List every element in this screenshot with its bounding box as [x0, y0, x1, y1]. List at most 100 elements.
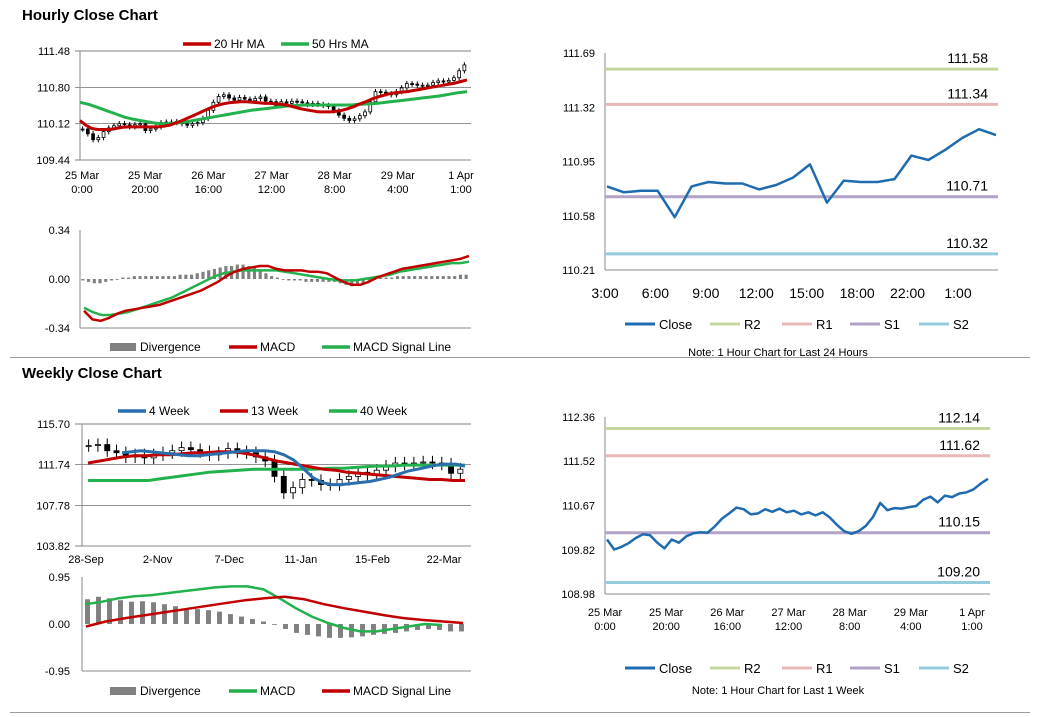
weekly-price-legend-label: 40 Week [360, 404, 408, 418]
hourly-price-legend-label: 20 Hr MA [214, 37, 265, 51]
weekly-price-x-tick-label: 22-Mar [427, 554, 462, 566]
weekly-close-1w-x-tick-label: 20:00 [652, 621, 680, 633]
weekly-close-1w-x-tick-label: 25 Mar [588, 607, 623, 619]
weekly-macd-divergence-bar [459, 624, 464, 632]
hourly-macd-divergence-bar [327, 279, 331, 282]
weekly-close-1w-y-tick-label: 112.36 [562, 412, 595, 424]
weekly-price-candle-body [104, 444, 111, 452]
hourly-macd-divergence-bar [395, 276, 400, 279]
hourly-close-24h-x-tick-label: 12:00 [739, 285, 774, 301]
weekly-macd-divergence-bar [173, 606, 178, 624]
hourly-price-candle-body [195, 122, 200, 125]
hourly-price-candle-body [242, 97, 247, 100]
weekly-macd-divergence-bar [426, 624, 431, 629]
hourly-macd-divergence-bar [367, 279, 371, 281]
weekly-price-x-tick-label: 11-Jan [284, 554, 317, 566]
weekly-macd-divergence-bar [206, 610, 211, 624]
weekly-close-1w-x-tick-label: 29 Mar [894, 607, 929, 619]
weekly-close-1w-x-tick-label: 0:00 [594, 621, 615, 633]
hourly-price-candle-body [80, 128, 85, 131]
hourly-price-candle-body [431, 82, 435, 86]
weekly-price-y-tick-label: 115.70 [37, 419, 70, 431]
weekly-price-x-tick-label: 2-Nov [143, 554, 173, 566]
weekly-price-legend-label: 13 Week [251, 404, 299, 418]
hourly-close-24h-close-line [606, 127, 997, 219]
hourly-macd-divergence-bar [98, 279, 102, 284]
weekly-macd-divergence-bar [371, 624, 376, 635]
hourly-macd-divergence-bar [184, 274, 188, 279]
weekly-close-1w-x-tick-label: 26 Mar [710, 607, 745, 619]
hourly-close-24h-legend-label: S1 [884, 317, 900, 332]
weekly-price-candle-body [345, 475, 352, 480]
hourly-price-candle-body [237, 97, 242, 101]
weekly-price-y-tick-label: 103.82 [36, 541, 70, 553]
weekly-macd-divergence-bar [96, 596, 101, 624]
hourly-price-candle-body [117, 123, 122, 127]
weekly-price-ma13-line [87, 450, 465, 482]
hourly-macd-divergence-bar [270, 276, 274, 279]
weekly-macd-divergence-bar [239, 616, 244, 624]
hourly-close-24h-x-tick-label: 9:00 [692, 285, 719, 301]
hourly-macd-divergence-bar [384, 277, 388, 279]
hourly-price-candle-body [462, 64, 467, 72]
hourly-price-ma50-line [79, 90, 468, 126]
weekly-macd-divergence-bar [228, 614, 233, 624]
hourly-price-x-tick-label: 1:00 [450, 184, 471, 196]
hourly-macd-divergence-bar [292, 279, 297, 281]
weekly-price-candle-body [178, 447, 185, 452]
hourly-close-24h-x-tick-label: 1:00 [944, 285, 971, 301]
hourly-macd-divergence-bar [435, 276, 440, 279]
weekly-macd-legend-swatch [110, 687, 136, 695]
weekly-close-1w-x-tick-label: 1 Apr [959, 607, 985, 619]
hourly-macd-divergence-bar [350, 279, 354, 287]
hourly-close-24h-legend-label: R2 [744, 317, 761, 332]
hourly-close-24h-y-tick-label: 110.95 [562, 157, 595, 169]
hourly-close-24h-x-tick-label: 18:00 [840, 285, 875, 301]
hourly-price-candle-body [441, 80, 446, 83]
hourly-macd-divergence-bar [132, 276, 136, 279]
weekly-close-1w-y-tick-label: 110.67 [562, 501, 595, 513]
hourly-price-candle-body [221, 94, 226, 97]
hourly-macd-divergence-bar [104, 279, 108, 282]
weekly-price-y-tick-label: 107.78 [36, 500, 70, 512]
weekly-macd-macd-line [85, 585, 442, 633]
hourly-macd-legend-label: Divergence [140, 340, 201, 354]
weekly-macd-divergence-bar [261, 621, 266, 624]
hourly-price-candle-body [357, 115, 362, 120]
weekly-price-candle-body [308, 479, 315, 481]
hourly-macd-divergence-bar [453, 276, 457, 279]
hourly-price-candle-body [248, 98, 252, 102]
hourly-macd-divergence-bar [115, 279, 119, 280]
weekly-close-1w-legend-label: S1 [884, 661, 900, 676]
hourly-macd-divergence-bar [430, 276, 434, 279]
weekly-price-candle-body [429, 461, 436, 464]
hourly-macd-y-tick-label: 0.34 [49, 225, 70, 237]
hourly-price-candle-body [227, 94, 231, 99]
hourly-macd-divergence-bar [167, 276, 171, 279]
hourly-close-24h-legend-label: S2 [953, 317, 969, 332]
hourly-price-x-tick-label: 29 Mar [381, 170, 416, 182]
hourly-price-candle-body [436, 80, 441, 83]
hourly-price-x-tick-label: 8:00 [324, 184, 345, 196]
hourly-price-candle-body [420, 84, 425, 87]
weekly-close-1w-legend-label: Close [659, 661, 692, 676]
weekly-close-1w-x-tick-label: 4:00 [900, 621, 921, 633]
hourly-price-candle-body [148, 128, 153, 132]
hourly-close-24h-y-tick-label: 111.32 [563, 102, 595, 114]
weekly-macd-divergence-bar [85, 599, 90, 624]
weekly-close-1w-y-tick-label: 108.98 [561, 589, 595, 601]
weekly-macd-y-tick-label: 0.95 [49, 572, 70, 584]
hourly-macd-divergence-bar [144, 276, 148, 279]
weekly-price-candle-body [280, 475, 287, 494]
hourly-price-candle-body [415, 83, 420, 86]
weekly-macd-divergence-bar [195, 609, 200, 624]
weekly-close-1w-y-tick-label: 109.82 [561, 545, 595, 557]
weekly-close-1w-level-s1-label: 110.15 [938, 514, 980, 530]
hourly-price-x-tick-label: 0:00 [71, 184, 92, 196]
hourly-price-candle-body [185, 123, 190, 126]
hourly-macd-divergence-bar [81, 279, 85, 281]
hourly-macd-divergence-bar [361, 279, 365, 284]
weekly-macd-divergence-bar [448, 624, 453, 632]
hourly-price-y-tick-label: 109.44 [36, 155, 70, 167]
hourly-macd-divergence-bar [161, 276, 165, 279]
